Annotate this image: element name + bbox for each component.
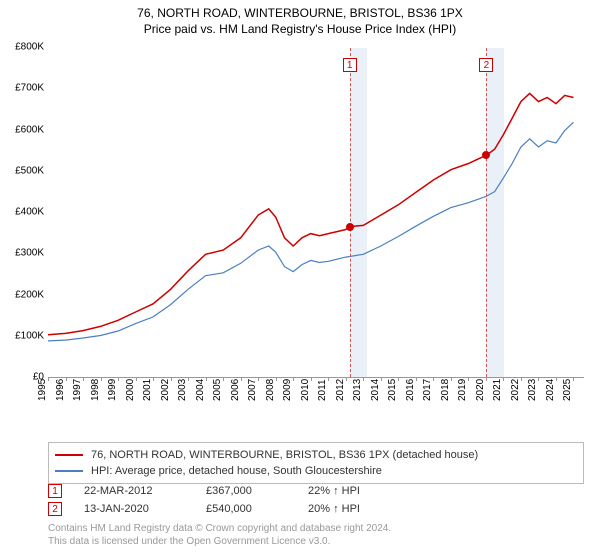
x-tick-label: 1998 xyxy=(90,371,101,401)
x-tick-label: 2025 xyxy=(562,371,573,401)
x-tick-label: 2021 xyxy=(492,371,503,401)
x-tick-label: 2007 xyxy=(247,371,258,401)
x-tick-label: 2012 xyxy=(335,371,346,401)
x-tick-label: 2022 xyxy=(510,371,521,401)
sale-diff: 22% ↑ HPI xyxy=(308,485,360,497)
sale-date: 13-JAN-2020 xyxy=(84,503,184,515)
legend-swatch xyxy=(55,454,83,456)
event-marker-box: 2 xyxy=(479,58,493,72)
legend-item: HPI: Average price, detached house, Sout… xyxy=(55,463,577,479)
legend-item: 76, NORTH ROAD, WINTERBOURNE, BRISTOL, B… xyxy=(55,447,577,463)
y-tick-label: £300K xyxy=(2,248,44,259)
series-hpi xyxy=(48,122,574,341)
title-address: 76, NORTH ROAD, WINTERBOURNE, BRISTOL, B… xyxy=(0,6,600,20)
y-tick-label: £600K xyxy=(2,124,44,135)
x-tick-label: 2017 xyxy=(422,371,433,401)
event-dot xyxy=(346,223,354,231)
x-tick-label: 2020 xyxy=(475,371,486,401)
sale-diff: 20% ↑ HPI xyxy=(308,503,360,515)
footer-line: Contains HM Land Registry data © Crown c… xyxy=(48,522,584,535)
x-tick-label: 2023 xyxy=(527,371,538,401)
x-tick-label: 2000 xyxy=(125,371,136,401)
x-tick-label: 1995 xyxy=(37,371,48,401)
y-tick-label: £800K xyxy=(2,42,44,53)
x-tick-label: 2010 xyxy=(300,371,311,401)
x-tick-label: 2014 xyxy=(370,371,381,401)
plot-region: £0£100K£200K£300K£400K£500K£600K£700K£80… xyxy=(48,48,584,378)
footer: Contains HM Land Registry data © Crown c… xyxy=(48,522,584,548)
event-dot xyxy=(482,151,490,159)
sale-marker: 1 xyxy=(48,484,62,498)
sale-marker: 2 xyxy=(48,502,62,516)
x-tick-label: 2005 xyxy=(212,371,223,401)
x-tick-label: 2015 xyxy=(387,371,398,401)
chart-svg xyxy=(48,48,584,378)
x-tick-label: 2013 xyxy=(352,371,363,401)
x-tick-label: 1996 xyxy=(55,371,66,401)
y-tick-label: £200K xyxy=(2,289,44,300)
legend-swatch xyxy=(55,470,83,472)
x-tick-label: 2016 xyxy=(405,371,416,401)
x-tick-label: 1999 xyxy=(107,371,118,401)
y-tick-label: £700K xyxy=(2,83,44,94)
x-tick-label: 2009 xyxy=(282,371,293,401)
sale-row: 2 13-JAN-2020 £540,000 20% ↑ HPI xyxy=(48,500,584,518)
y-tick-label: £100K xyxy=(2,330,44,341)
legend: 76, NORTH ROAD, WINTERBOURNE, BRISTOL, B… xyxy=(48,442,584,484)
event-vline xyxy=(486,48,487,377)
footer-line: This data is licensed under the Open Gov… xyxy=(48,535,584,548)
x-tick-label: 2004 xyxy=(195,371,206,401)
sale-row: 1 22-MAR-2012 £367,000 22% ↑ HPI xyxy=(48,482,584,500)
x-tick-label: 2018 xyxy=(440,371,451,401)
event-vline xyxy=(350,48,351,377)
y-tick-label: £400K xyxy=(2,207,44,218)
x-tick-label: 1997 xyxy=(72,371,83,401)
sale-date: 22-MAR-2012 xyxy=(84,485,184,497)
legend-label: HPI: Average price, detached house, Sout… xyxy=(91,465,382,477)
y-tick-label: £500K xyxy=(2,165,44,176)
x-tick-label: 2006 xyxy=(230,371,241,401)
x-tick-label: 2019 xyxy=(457,371,468,401)
title-subtitle: Price paid vs. HM Land Registry's House … xyxy=(0,22,600,36)
x-tick-label: 2002 xyxy=(160,371,171,401)
x-tick-label: 2003 xyxy=(177,371,188,401)
chart-area: £0£100K£200K£300K£400K£500K£600K£700K£80… xyxy=(48,48,584,398)
sales-table: 1 22-MAR-2012 £367,000 22% ↑ HPI 2 13-JA… xyxy=(48,482,584,518)
x-tick-label: 2011 xyxy=(317,371,328,401)
sale-price: £367,000 xyxy=(206,485,286,497)
x-tick-label: 2001 xyxy=(142,371,153,401)
x-tick-label: 2008 xyxy=(265,371,276,401)
legend-label: 76, NORTH ROAD, WINTERBOURNE, BRISTOL, B… xyxy=(91,449,478,461)
series-property xyxy=(48,93,574,334)
chart-titles: 76, NORTH ROAD, WINTERBOURNE, BRISTOL, B… xyxy=(0,0,600,36)
event-marker-box: 1 xyxy=(343,58,357,72)
sale-price: £540,000 xyxy=(206,503,286,515)
x-tick-label: 2024 xyxy=(545,371,556,401)
